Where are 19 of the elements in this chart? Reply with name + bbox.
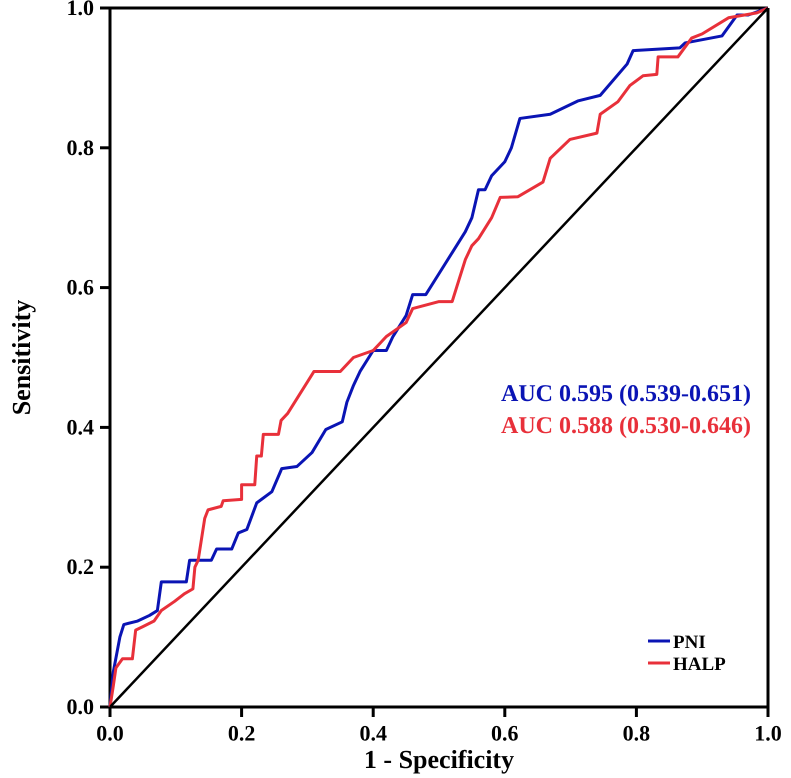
legend-label: HALP [673,654,726,675]
annotation: AUC 0.588 (0.530-0.646) [501,413,751,439]
y-tick-label: 0.4 [66,414,94,440]
x-tick-label: 0.4 [359,720,387,746]
y-tick-label: 0.0 [66,694,94,720]
x-tick-label: 0.2 [228,720,256,746]
y-axis-title: Sensitivity [7,300,36,416]
x-tick-label: 0.0 [96,720,124,746]
y-tick-label: 1.0 [66,0,94,20]
x-axis-title: 1 - Specificity [364,745,514,774]
y-tick-label: 0.2 [66,554,94,580]
line-series [108,6,770,708]
annotation: AUC 0.595 (0.539-0.651) [501,381,751,407]
y-tick-label: 0.6 [66,274,94,300]
x-tick-label: 1.0 [754,720,782,746]
x-tick-label: 0.6 [491,720,519,746]
legend-label: PNI [673,632,706,653]
y-tick-label: 0.8 [66,134,94,160]
x-tick-label: 0.8 [622,720,650,746]
